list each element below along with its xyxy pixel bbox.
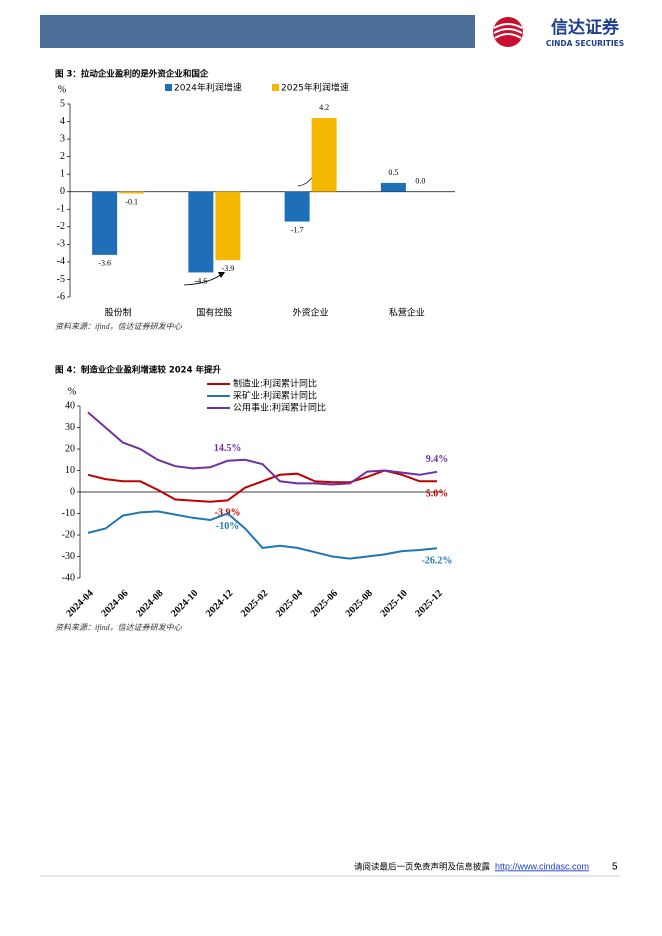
x-tick-label: 2025-08 — [344, 588, 375, 619]
data-label: -3.9 — [222, 264, 235, 273]
x-tick-label: 2025-02 — [239, 588, 270, 619]
x-tick-label: 2025-12 — [413, 588, 444, 619]
data-label: -26.2% — [422, 556, 453, 567]
arrow-head — [218, 272, 225, 278]
data-label: 9.4% — [426, 454, 449, 465]
y-tick-label: -1 — [57, 204, 65, 215]
y-tick-label: -6 — [57, 291, 65, 302]
legend-label: 2024年利润增速 — [174, 82, 242, 94]
chart-title: 图 4：制造业企业盈利增速较 2024 年提升 — [55, 365, 221, 376]
y-tick-label: -5 — [57, 274, 65, 285]
legend-swatch — [165, 84, 172, 91]
source: 资料来源：ifind，信达证券研发中心 — [55, 322, 183, 331]
data-label: -0.1 — [125, 197, 138, 206]
x-tick-label: 2024-12 — [204, 588, 235, 619]
data-label: 14.5% — [214, 443, 242, 454]
x-tick-label: 国有控股 — [196, 307, 232, 319]
x-tick-label: 私营企业 — [389, 307, 425, 319]
x-tick-label: 股份制 — [105, 307, 132, 319]
bar — [119, 191, 145, 194]
y-tick-label: -30 — [62, 551, 75, 562]
y-tick-label: -20 — [62, 529, 75, 540]
data-label: -1.7 — [291, 225, 304, 234]
bar — [92, 191, 118, 255]
x-tick-label: 2025-10 — [378, 588, 409, 619]
url[interactable]: http://www.cindasc.com — [495, 861, 589, 871]
data-label: -4.6 — [195, 276, 208, 285]
line — [87, 411, 438, 486]
y-tick-label: 40 — [65, 400, 75, 411]
line — [87, 510, 438, 560]
bar — [380, 182, 406, 192]
data-label: -3.6 — [98, 259, 111, 268]
data-label: 0.5 — [388, 168, 398, 177]
data-label: 5.0% — [426, 489, 449, 500]
x-tick-label: 2025-04 — [274, 588, 305, 619]
legend-label: 2025年利润增速 — [281, 82, 349, 94]
data-label: 0.0 — [415, 177, 425, 186]
legend-label: 公用事业:利润累计同比 — [233, 402, 326, 414]
y-tick-label: 2 — [60, 151, 65, 162]
y-unit: % — [68, 386, 76, 397]
arrow — [183, 273, 223, 286]
legend-label: 采矿业:利润累计同比 — [233, 390, 317, 402]
data-label: 4.2 — [319, 103, 329, 112]
chart-title: 图 3：拉动企业盈利的是外资企业和国企 — [55, 69, 209, 80]
logo-cn: 信达证券 — [551, 17, 620, 38]
y-tick-label: 30 — [65, 422, 75, 433]
bar — [188, 191, 214, 273]
y-tick-label: 0 — [60, 186, 65, 197]
y-tick-label: -3 — [57, 239, 65, 250]
bar — [284, 191, 310, 222]
y-tick-label: -4 — [57, 256, 65, 267]
logo: 信达证券 CINDA SECURITIES — [493, 17, 624, 48]
source: 资料来源：ifind，信达证券研发中心 — [55, 623, 183, 632]
y-tick-label: -2 — [57, 221, 65, 232]
x-tick-label: 2024-04 — [64, 588, 95, 619]
y-tick-label: 20 — [65, 443, 75, 454]
y-unit: % — [58, 84, 66, 95]
y-tick-label: 10 — [65, 465, 75, 476]
header-bar — [40, 15, 475, 48]
line — [87, 469, 437, 503]
y-tick-label: 0 — [70, 486, 75, 497]
x-tick-label: 2024-08 — [134, 588, 165, 619]
legend-label: 制造业:利润累计同比 — [233, 378, 317, 390]
legend-swatch — [272, 84, 279, 91]
x-tick-label: 2024-06 — [99, 588, 130, 619]
bar — [311, 118, 337, 192]
y-tick-label: -10 — [62, 508, 75, 519]
page-number: 5 — [612, 862, 618, 873]
x-tick-label: 2024-10 — [169, 588, 200, 619]
y-tick-label: -40 — [62, 572, 75, 583]
bar — [215, 191, 241, 261]
x-tick-label: 2025-06 — [309, 588, 340, 619]
data-label: -10% — [216, 521, 239, 532]
y-tick-label: 4 — [60, 116, 65, 127]
y-tick-label: 5 — [60, 98, 65, 109]
disclaimer: 请阅读最后一页免责声明及信息披露 — [354, 862, 491, 873]
y-tick-label: 1 — [60, 168, 65, 179]
y-tick-label: 3 — [60, 133, 65, 144]
x-tick-label: 外资企业 — [293, 307, 329, 319]
logo-en: CINDA SECURITIES — [546, 39, 624, 48]
